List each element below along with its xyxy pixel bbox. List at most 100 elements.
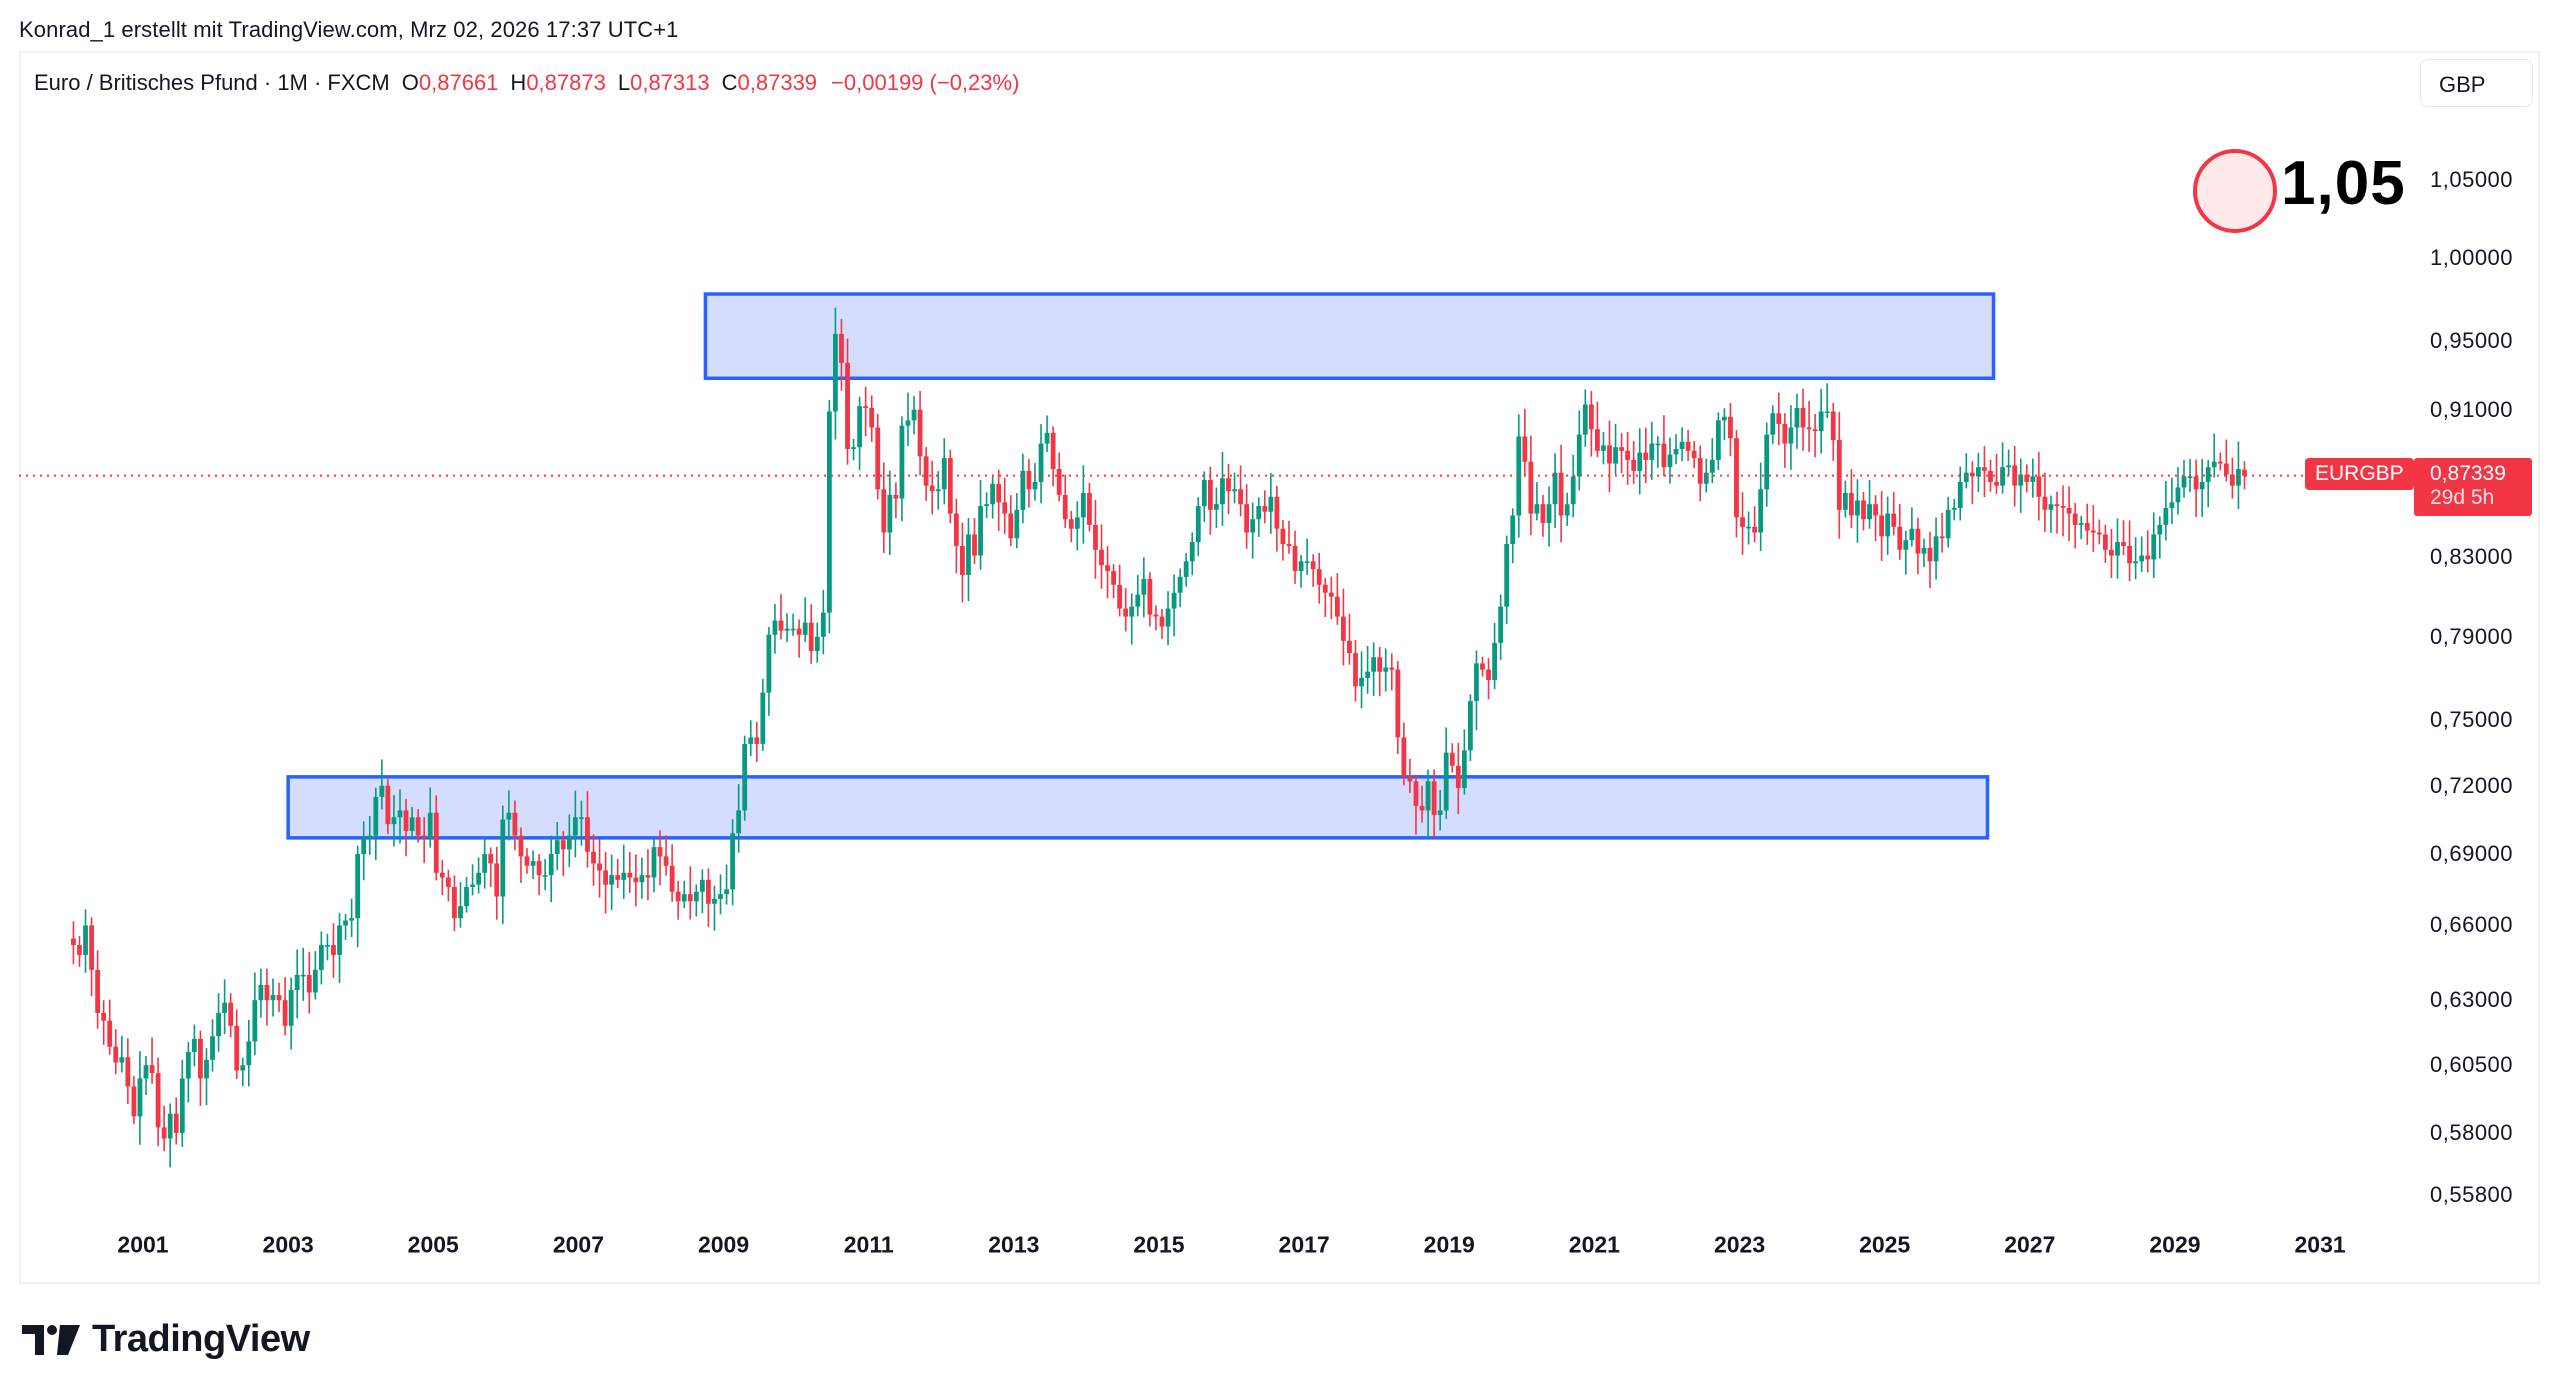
currency-selector[interactable]: GBP [2420,59,2533,107]
time-axis-label: 2021 [1568,1231,1620,1258]
candle [143,1056,149,1095]
candle [706,868,711,927]
candle [1044,415,1050,453]
candle [349,898,355,938]
candle [300,947,306,1001]
candle [1848,469,1854,529]
candle [439,860,445,896]
candle [1691,441,1697,469]
candle [2127,520,2132,582]
annotation-text[interactable]: 1,05 [2281,149,2406,218]
candle [185,1042,191,1103]
candle [476,857,482,894]
candle [433,795,439,881]
time-axis-label: 2013 [988,1231,1040,1258]
candle [2109,529,2114,579]
candle [2175,467,2181,515]
resistance-zone[interactable] [703,292,1996,381]
candle [1232,472,1237,504]
price-axis-label: 0,60500 [2430,1052,2514,1078]
candle [270,978,276,1017]
time-axis-label: 2025 [1859,1231,1911,1258]
candle [2078,516,2084,540]
price-axis-label: 0,72000 [2430,772,2514,798]
candle [1492,622,1497,690]
candle [1195,497,1201,556]
candle [107,999,113,1055]
candle [77,936,82,967]
candle [1419,785,1425,823]
candle [1764,422,1770,507]
candle [536,854,542,896]
candle [923,447,929,501]
candle [1957,466,1963,521]
price-axis-label: 0,63000 [2430,987,2514,1013]
chart-frame[interactable] [19,51,2540,1284]
time-axis-label: 2001 [117,1231,169,1258]
ohlc-low-value: 0,87313 [630,70,710,95]
candle [494,846,500,920]
candle [155,1057,161,1147]
candle [1994,453,1999,494]
candle [1117,564,1123,617]
candle [990,476,996,519]
candle [367,816,373,855]
candle [585,791,590,868]
candle [1328,576,1334,619]
candle [693,884,699,917]
candle [1588,391,1594,457]
tradingview-wordmark: TradingView [92,1318,310,1360]
candle [234,1009,240,1079]
candle [2048,495,2054,533]
candle [1842,480,1848,518]
candle [252,972,258,1056]
candle [1715,412,1721,470]
candle [1649,421,1655,480]
candle [1697,445,1703,502]
candle [1758,462,1764,551]
candle [1661,415,1667,477]
ohlc-open-key: O [401,70,419,95]
candle [1564,492,1570,526]
circle-marker-icon[interactable] [2193,149,2277,233]
support-zone[interactable] [286,775,1990,840]
candle [820,589,826,655]
candle [210,1019,215,1072]
candle [2163,480,2169,541]
candle [524,848,530,874]
time-axis-label: 2015 [1133,1231,1185,1258]
candle [839,318,844,391]
candle [1341,588,1346,666]
candle [1582,389,1588,447]
tradingview-logo[interactable]: TradingView [22,1318,310,1361]
candle [675,880,681,920]
ohlc-high-value: 0,87873 [526,70,606,95]
candle [1147,572,1153,627]
candle [1389,653,1395,691]
candle [1407,758,1413,794]
time-axis-label: 2031 [2294,1231,2346,1258]
candle [2102,524,2108,563]
candle [1280,519,1286,561]
candle [845,338,850,465]
candle [1395,661,1401,754]
candle [863,386,869,437]
candle [1334,573,1340,625]
candle [1740,492,1745,555]
candle [101,1000,107,1045]
candle [355,845,361,948]
candle [669,844,675,902]
candle [1643,427,1649,484]
candle [1274,485,1280,552]
candle [246,1019,252,1087]
candle [1080,465,1086,544]
candle [960,522,965,603]
candle [2066,486,2072,542]
ohlc-close-key: C [721,70,738,95]
candle [657,830,663,886]
candle [1933,517,1939,580]
candle [1383,648,1389,692]
candle [385,778,391,835]
price-change: −0,00199 (−0,23%) [831,70,1020,95]
